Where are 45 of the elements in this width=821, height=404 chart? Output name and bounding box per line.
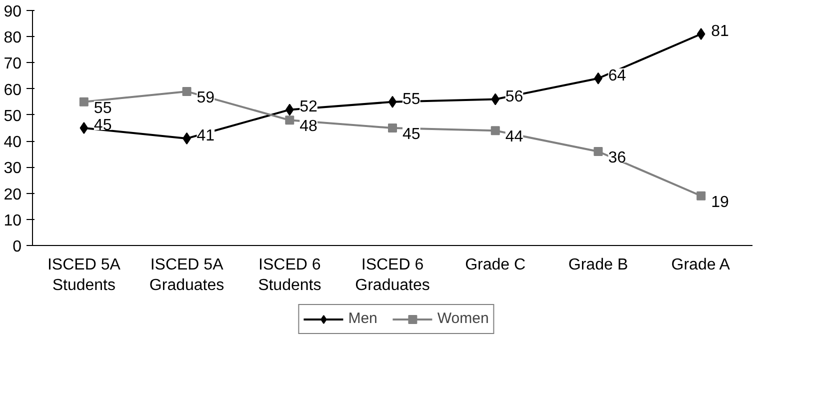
data-label: 81 [711,23,729,40]
data-label: 45 [94,117,112,134]
y-tick-label: 60 [4,82,22,99]
point [490,126,500,136]
data-label: 59 [196,89,215,106]
y-tick-label: 90 [4,4,22,20]
point [388,96,397,108]
y-tick-label: 30 [4,160,22,178]
data-label: 55 [94,100,112,117]
point [594,147,603,156]
data-label: 48 [300,118,318,136]
point [696,28,706,40]
x-tick-label: ISCED 6 Students [258,256,322,294]
x-tick-label: Grade C [465,256,526,274]
y-tick-label: 40 [4,134,22,152]
x-tick-label: ISCED 5A Students [47,256,121,294]
data-label: 56 [505,88,524,106]
y-tick-label: 70 [4,56,22,73]
point [285,116,294,125]
x-tick-label: ISCED 6 Graduates [355,256,430,294]
data-label: 52 [300,98,318,116]
point [80,122,88,134]
point [79,97,88,106]
point [182,86,192,96]
data-label: 44 [505,128,524,146]
point [285,104,294,116]
y-tick-label: 20 [4,186,22,204]
data-label: 36 [608,150,626,166]
x-tick-label: Grade B [568,256,628,274]
data-label: 55 [402,90,420,108]
legend-label: Men [348,310,378,327]
y-tick-label: 10 [4,212,22,230]
x-tick-label: Grade A [671,256,730,274]
point [696,191,706,200]
y-tick-label: 0 [12,238,22,256]
data-label: 19 [711,194,729,211]
data-label: 64 [608,67,626,84]
point [491,93,500,106]
data-label: 45 [402,126,420,143]
legend-label: Women [437,310,489,327]
x-tick-label: ISCED 5A Graduates [149,256,224,294]
data-label: 41 [196,127,215,144]
y-tick-label: 80 [4,30,22,47]
point [388,124,397,132]
y-tick-label: 50 [4,108,22,125]
